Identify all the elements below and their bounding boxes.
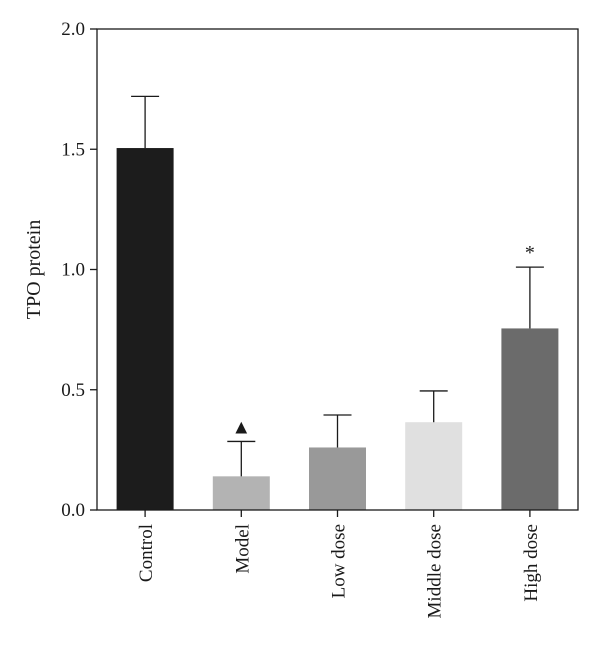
bars bbox=[116, 148, 559, 511]
y-tick-label: 1.5 bbox=[61, 139, 85, 160]
bar bbox=[116, 148, 174, 511]
x-tick-label: Low dose bbox=[329, 524, 350, 598]
y-axis-ticks: 0.0 0.5 1.0 1.5 2.0 bbox=[61, 19, 97, 521]
y-tick-label: 1.0 bbox=[61, 260, 85, 281]
x-axis-ticks: Control Model Low dose Middle dose High dose bbox=[136, 510, 542, 618]
bar bbox=[501, 328, 559, 510]
x-tick-label: High dose bbox=[521, 524, 542, 602]
significance-marker: ▲ bbox=[231, 416, 251, 438]
x-tick-label: Middle dose bbox=[425, 524, 446, 618]
bar bbox=[405, 422, 463, 510]
y-axis-label: TPO protein bbox=[23, 220, 45, 319]
plot-frame bbox=[96, 28, 579, 511]
significance-marker: * bbox=[525, 242, 535, 264]
bar bbox=[212, 476, 270, 510]
bar bbox=[309, 447, 366, 510]
y-tick-label: 2.0 bbox=[61, 19, 85, 40]
y-tick-label: 0.0 bbox=[61, 500, 85, 521]
x-tick-label: Model bbox=[232, 524, 253, 574]
error-bars: ▲* bbox=[131, 95, 544, 477]
y-tick-label: 0.5 bbox=[61, 380, 85, 401]
x-tick-label: Control bbox=[136, 524, 157, 582]
